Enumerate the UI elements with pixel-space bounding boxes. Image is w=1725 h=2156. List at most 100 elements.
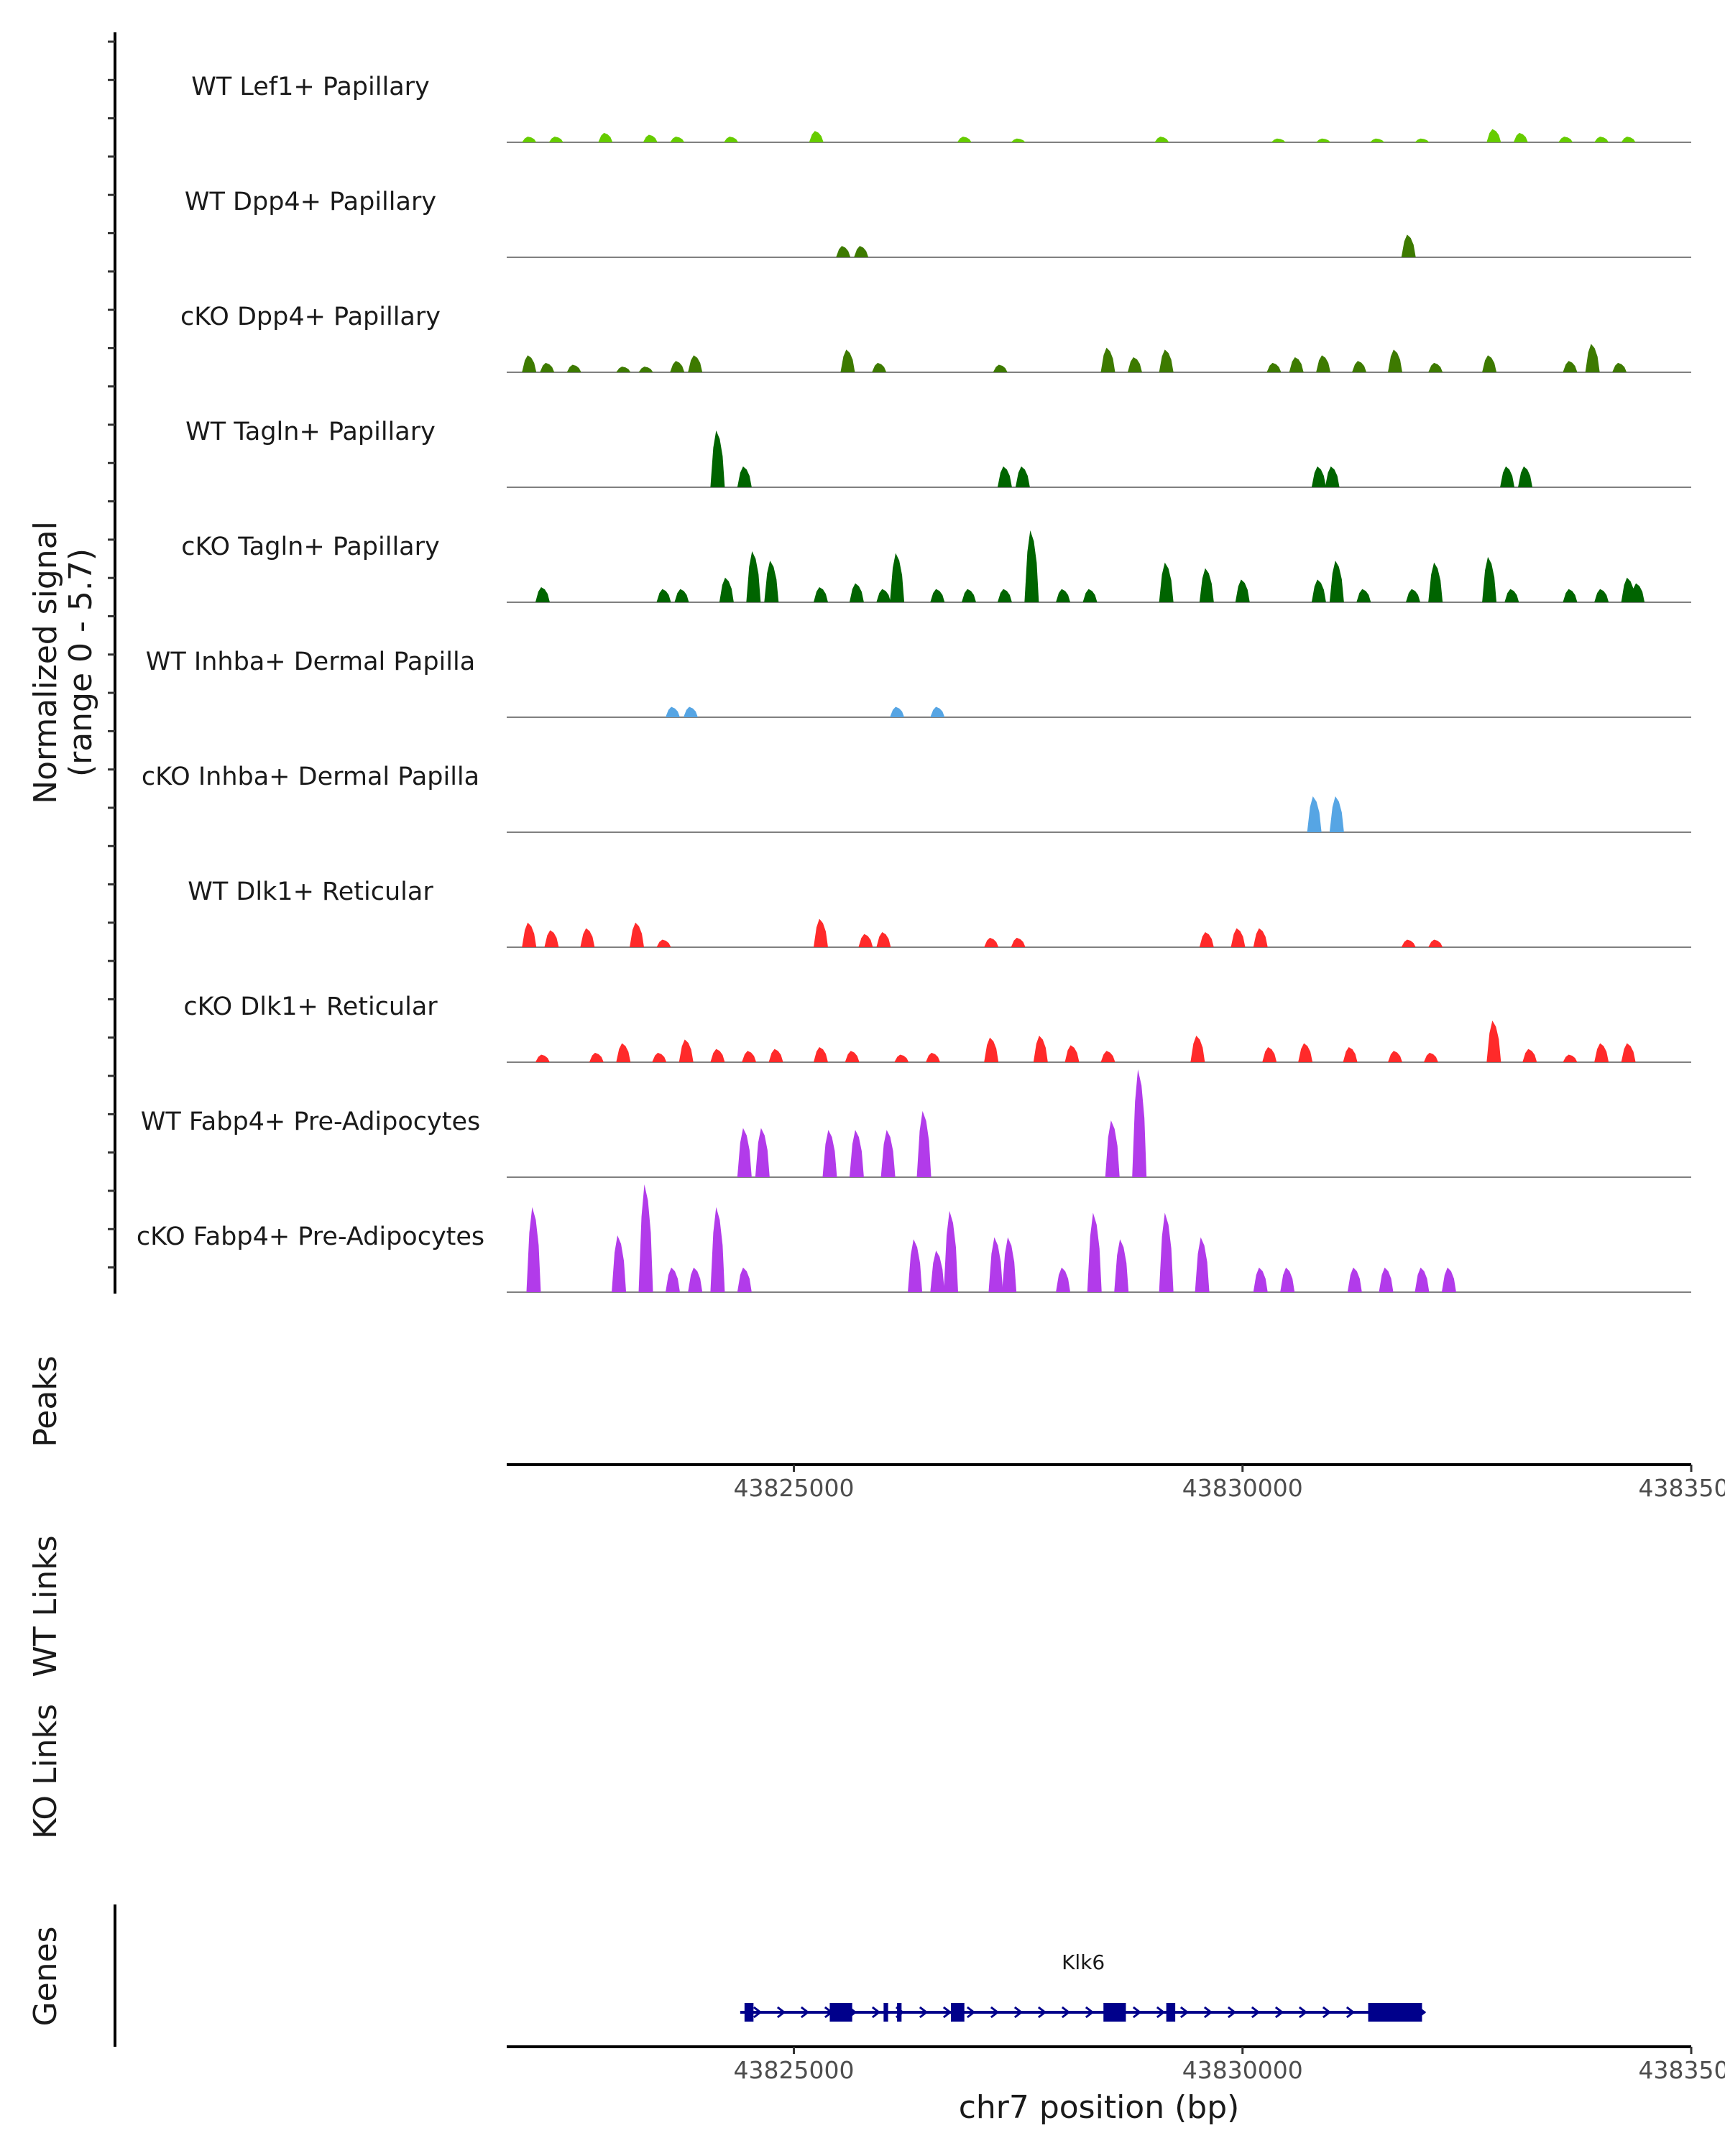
coverage-peak [548, 137, 564, 142]
coverage-peak [674, 589, 689, 602]
coverage-peak [1235, 579, 1250, 602]
coverage-peak [908, 1239, 923, 1292]
coverage-peak [1405, 589, 1420, 602]
coverage-peak [894, 1054, 909, 1062]
strand-arrow [1227, 2006, 1237, 2019]
coverage-peak [1347, 1267, 1362, 1292]
coverage-peak [926, 1052, 941, 1062]
coverage-peak [930, 1250, 945, 1292]
coverage-peak [1504, 589, 1519, 602]
track-label: WT Dlk1+ Reticular [188, 877, 433, 906]
coverage-peak [1190, 1036, 1205, 1062]
coverage-peak [526, 1207, 541, 1292]
strand-arrow [1061, 2006, 1071, 2019]
coverage-peak [1011, 937, 1026, 947]
coverage-peak [1087, 1212, 1102, 1292]
coverage-peak [1159, 562, 1174, 602]
coverage-tracks: WT Lef1+ Papillary WT Dpp4+ Papillary cKO … [137, 73, 1691, 1293]
coverage-peak [1329, 796, 1344, 832]
coverage-peak [1100, 1051, 1116, 1062]
strand-arrow [1274, 2006, 1284, 2019]
peaks-x-ticks: 43825000 43830000 4383500 [734, 1465, 1725, 1502]
x-tick-label: 43825000 [734, 1474, 855, 1502]
track-8: cKO Dlk1+ Reticular [183, 992, 1691, 1063]
track-label: WT Tagln+ Papillary [185, 418, 436, 446]
coverage-peak [1230, 928, 1246, 947]
coverage-peak [652, 1052, 667, 1062]
coverage-peak [638, 367, 653, 372]
coverage-peak [598, 132, 613, 142]
coverage-peak [1262, 1046, 1277, 1062]
coverage-peak [1033, 1036, 1048, 1062]
coverage-peak [930, 706, 945, 717]
coverage-peak [688, 355, 703, 372]
coverage-peak [670, 137, 685, 142]
coverage-peak [1414, 138, 1430, 142]
coverage-peak [845, 1051, 860, 1062]
coverage-peak [876, 589, 891, 602]
wt-links-panel-label: WT Links [27, 1535, 64, 1677]
coverage-peak [688, 1267, 703, 1292]
coverage-peak [638, 1184, 653, 1292]
gene-exon [1368, 2003, 1422, 2022]
coverage-peak [1594, 589, 1609, 602]
coverage-peak [1563, 589, 1578, 602]
coverage-peak [1486, 129, 1501, 142]
coverage-peak [1105, 1120, 1120, 1177]
coverage-peak [890, 553, 905, 602]
coverage-peak [1311, 579, 1326, 602]
gene-exon [1166, 2003, 1176, 2022]
coverage-peak [1316, 138, 1331, 142]
coverage-peak [1316, 355, 1331, 372]
coverage-peak [1500, 466, 1515, 487]
coverage-peak [1159, 349, 1174, 372]
coverage-peak [1428, 939, 1443, 947]
track-label: cKO Dpp4+ Papillary [180, 303, 441, 331]
coverage-peak [1621, 1043, 1636, 1062]
coverage-peak [988, 1237, 1003, 1292]
coverage-peak [1024, 530, 1039, 602]
coverage-peak [1428, 562, 1443, 602]
coverage-peak [724, 137, 739, 142]
coverage-peak [737, 1267, 752, 1292]
track-9: WT Fabp4+ Pre-Adipocytes [141, 1069, 1691, 1178]
track-label: WT Fabp4+ Pre-Adipocytes [141, 1107, 480, 1136]
coverage-peak [522, 137, 537, 142]
track-4: cKO Tagln+ Papillary [181, 530, 1691, 603]
coverage-peak [1329, 561, 1344, 602]
x-tick-label: 43825000 [734, 2056, 855, 2084]
coverage-peak [840, 349, 855, 372]
coverage-peak [742, 1051, 757, 1062]
coverage-y-ticks [108, 40, 115, 1269]
x-tick-label: 4383500 [1639, 2056, 1725, 2084]
coverage-peak [589, 1052, 604, 1062]
coverage-peak [944, 1210, 958, 1292]
coverage-peak [813, 1046, 828, 1062]
coverage-peak [612, 1235, 627, 1292]
coverage-peak [1612, 362, 1627, 372]
coverage-peak [1325, 466, 1340, 487]
coverage-peak [1154, 137, 1169, 142]
coverage-peak [1002, 1237, 1017, 1292]
coverage-peak [1199, 568, 1214, 602]
coverage-peak [1630, 583, 1645, 602]
coverage-peak [1594, 1043, 1609, 1062]
strand-arrow [1013, 2006, 1024, 2019]
coverage-peak [1159, 1212, 1174, 1292]
strand-arrow [753, 2006, 763, 2019]
coverage-peak [1298, 1043, 1313, 1062]
strand-arrow [776, 2006, 786, 2019]
coverage-peak [616, 1043, 631, 1062]
coverage-peak [813, 918, 828, 947]
strand-arrow [966, 2006, 976, 2019]
coverage-peak [1253, 928, 1268, 947]
x-tick-label: 43830000 [1182, 1474, 1303, 1502]
coverage-peak [984, 937, 999, 947]
strand-arrow [1251, 2006, 1261, 2019]
coverage-peak [1311, 466, 1326, 487]
gene-exon [951, 2003, 965, 2022]
coverage-peak [1280, 1267, 1295, 1292]
genes-panel-label: Genes [27, 1926, 64, 2026]
coverage-peak [930, 589, 945, 602]
